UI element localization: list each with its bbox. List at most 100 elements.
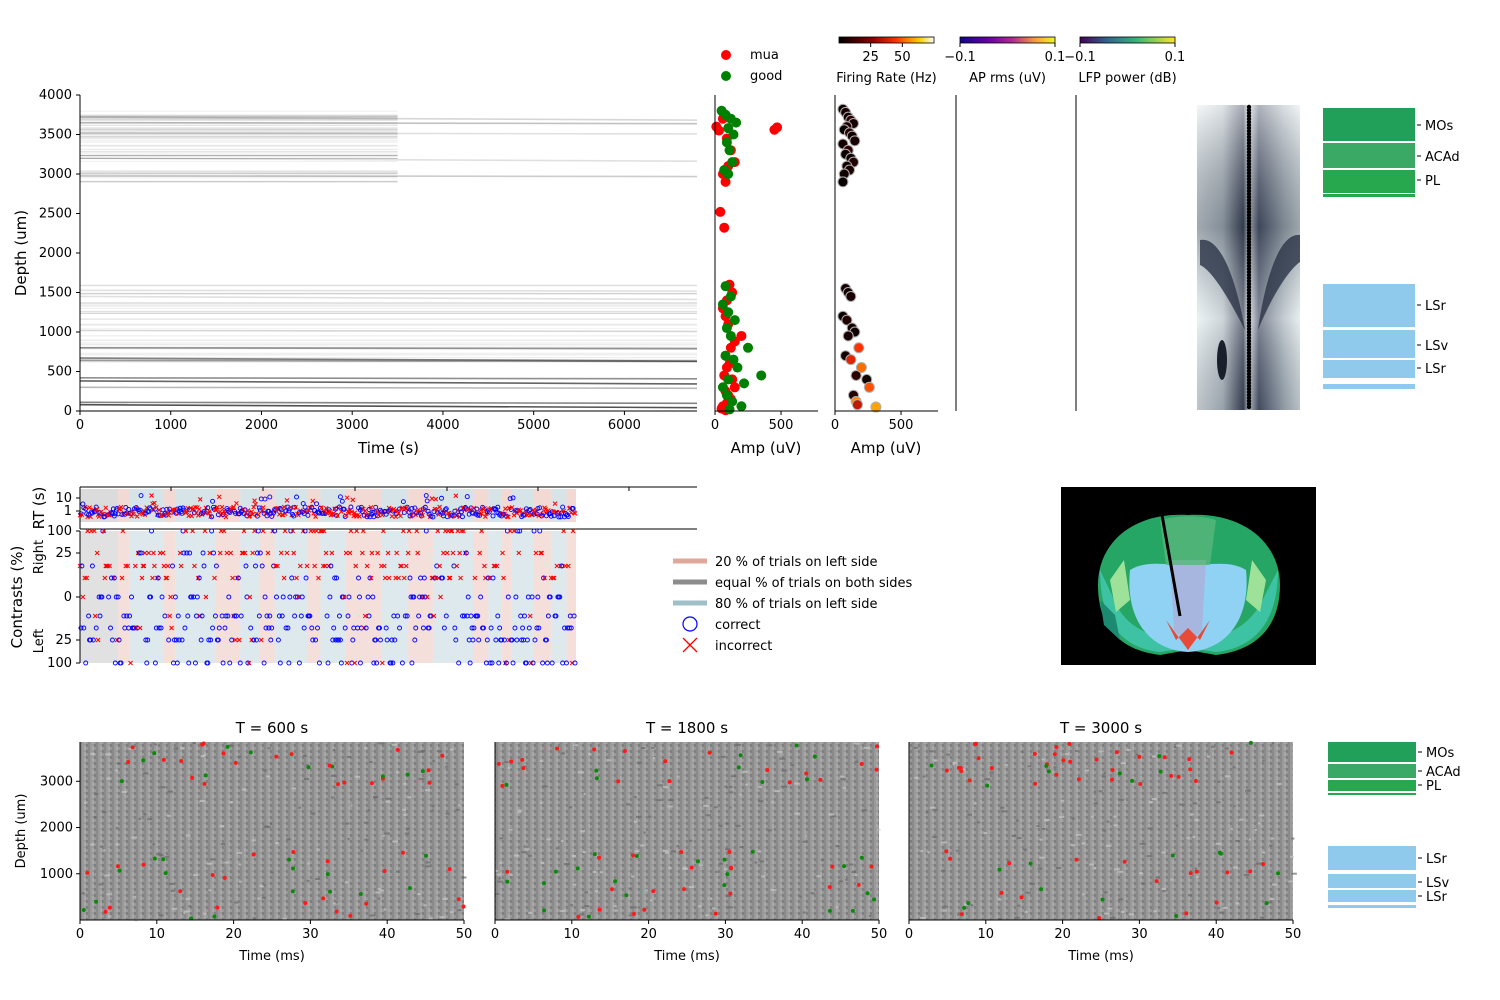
snapshot-noise (1091, 815, 1094, 818)
top-region-label: LSr (1425, 299, 1446, 314)
snapshot-spike (325, 859, 330, 864)
snapshot-noise (504, 761, 509, 764)
contrast-correct-point (268, 637, 274, 643)
snapshot-noise (1005, 763, 1008, 766)
snapshot-noise (651, 746, 655, 749)
contrast-correct-point (96, 594, 102, 600)
snapshot-noise (404, 832, 410, 835)
contrast-incorrect-point (304, 563, 310, 569)
snapshot-noise (1176, 744, 1183, 747)
contrast-correct-point (388, 660, 394, 666)
good-point (729, 315, 740, 326)
contrast-correct-point (426, 625, 432, 631)
good-point (728, 354, 739, 365)
contrast-correct-point (562, 625, 568, 631)
snapshot-noise (90, 843, 95, 846)
snapshot-spike (364, 901, 369, 906)
contrast-incorrect-point (281, 575, 287, 581)
snapshot-noise (495, 869, 498, 872)
rt-incorrect-point (398, 513, 403, 519)
snapshot-noise (805, 834, 808, 837)
rt-incorrect-point (175, 510, 181, 516)
legend-swatch (682, 616, 698, 632)
snapshot-spike (1033, 781, 1038, 786)
top-region-block (1323, 108, 1415, 141)
snapshot-noise (369, 760, 373, 763)
firing-rate-colorbar-label: Firing Rate (Hz) (836, 71, 936, 86)
contrast-correct-point (255, 528, 261, 534)
contrast-block-shade (307, 531, 321, 663)
contrast-incorrect-point (284, 550, 290, 556)
contrast-correct-point (274, 594, 279, 600)
contrast-correct-point (499, 637, 505, 643)
rt-incorrect-point (103, 505, 109, 511)
contrast-incorrect-point (457, 550, 462, 556)
snapshot-noise (729, 806, 732, 809)
contrast-correct-point (432, 575, 438, 581)
snapshot-spike (407, 886, 412, 891)
snapshot-spike (233, 760, 238, 765)
snapshot-spike (1218, 851, 1223, 856)
contrast-y-tick-label: 25 (55, 633, 72, 648)
amp-x-tick-label: 500 (769, 418, 794, 433)
rt-correct-point (138, 493, 144, 498)
contrast-correct-point (185, 613, 191, 619)
snapshot-spike (804, 771, 809, 776)
snapshot-noise (1064, 753, 1069, 756)
contrast-incorrect-point (507, 528, 513, 534)
snapshot-noise (1011, 834, 1017, 837)
contrast-incorrect-point (217, 550, 223, 556)
snapshot-noise (952, 761, 958, 764)
snapshot-spike (521, 766, 526, 771)
snapshot-spike (597, 855, 602, 860)
snapshot-spike (722, 857, 727, 862)
rt-incorrect-point (215, 504, 220, 510)
rt-incorrect-point (166, 513, 172, 518)
contrast-correct-point (173, 637, 179, 643)
coronal-lateral-cortex (1100, 570, 1278, 652)
raster-y-tick-label: 2000 (39, 246, 72, 261)
snapshot-noise (1113, 824, 1118, 827)
contrast-incorrect-point (246, 660, 252, 666)
contrast-correct-point (434, 563, 440, 569)
snapshot-noise (1161, 851, 1166, 854)
fr-x-tick-label: 500 (889, 418, 914, 433)
snapshot-spike (369, 781, 374, 786)
contrast-correct-point (124, 613, 130, 619)
contrast-incorrect-point (323, 550, 329, 556)
rt-correct-point (86, 512, 92, 518)
snapshot-spike (818, 777, 823, 782)
snapshot-noise (265, 825, 271, 828)
contrast-correct-point (171, 637, 177, 643)
snapshot-noise (1196, 876, 1200, 879)
bottom-region-label: LSr (1426, 890, 1447, 905)
snapshot-noise (373, 796, 379, 799)
snapshot-noise (184, 910, 190, 913)
snapshot-noise (648, 815, 652, 818)
snapshot-noise (236, 851, 243, 854)
rt-incorrect-point (260, 505, 266, 510)
rt-incorrect-point (251, 504, 256, 510)
rt-incorrect-point (344, 495, 350, 501)
snapshot-noise (81, 892, 85, 895)
snapshot-spike (1169, 773, 1174, 778)
contrast-correct-point (331, 625, 337, 631)
contrast-correct-point (493, 637, 499, 643)
contrast-correct-point (78, 625, 84, 631)
contrast-incorrect-point (101, 528, 107, 534)
contrast-correct-point (514, 637, 520, 643)
rt-incorrect-point (207, 508, 213, 514)
snapshot-noise (263, 884, 266, 887)
contrast-correct-point (536, 625, 542, 631)
raster-x-tick-label: 6000 (608, 418, 641, 433)
rt-correct-point (302, 504, 308, 510)
snapshot-noise (224, 861, 229, 864)
contrast-correct-point (238, 613, 244, 619)
snapshot-noise (656, 784, 663, 787)
rt-correct-point (439, 495, 444, 501)
top-region-block (1323, 360, 1415, 378)
snapshot-noise (1074, 749, 1078, 752)
snapshot-spike (695, 859, 700, 864)
snapshot-noise (715, 870, 718, 873)
contrast-correct-point (568, 625, 574, 631)
